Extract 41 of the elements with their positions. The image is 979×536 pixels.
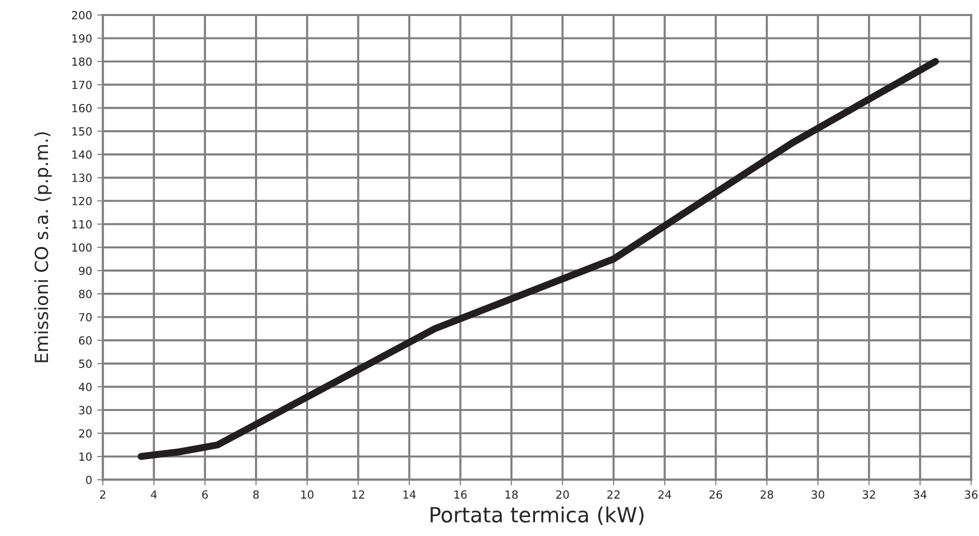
- x-tick-label: 32: [862, 490, 875, 499]
- y-tick-label: 150: [72, 127, 92, 136]
- y-tick-label: 10: [79, 452, 92, 461]
- x-tick-label: 26: [710, 490, 722, 499]
- x-tick-label: 36: [964, 490, 978, 499]
- x-tick-label: 12: [352, 490, 364, 499]
- x-tick-label: 14: [403, 490, 416, 499]
- y-tick-label: 170: [72, 80, 92, 90]
- y-tick-label: 90: [78, 266, 92, 275]
- x-tick-label: 30: [812, 490, 824, 499]
- y-tick-label: 140: [72, 150, 92, 159]
- x-tick-label: 18: [506, 490, 518, 499]
- x-tick-label: 2: [100, 490, 106, 499]
- x-tick-label: 10: [301, 490, 314, 499]
- x-tick-label: 8: [253, 490, 259, 499]
- x-tick-label: 20: [556, 490, 569, 499]
- y-axis-title: Emissioni CO s.a. (p.p.m.): [34, 132, 52, 362]
- y-tick-label: 20: [79, 429, 92, 438]
- x-tick-label: 24: [658, 490, 672, 499]
- y-tick-label: 180: [72, 57, 92, 66]
- y-tick-label: 130: [72, 174, 92, 182]
- y-tick-label: 40: [78, 382, 92, 392]
- y-tick-label: 80: [78, 290, 92, 298]
- y-tick-label: 120: [72, 196, 92, 206]
- y-tick-label: 190: [72, 34, 92, 43]
- y-tick-label: 30: [79, 406, 92, 414]
- y-tick-label: 200: [72, 10, 92, 20]
- y-tick-label: 160: [72, 104, 92, 112]
- x-tick-label: 4: [150, 490, 157, 499]
- x-tick-label: 16: [454, 490, 467, 499]
- x-tick-label: 22: [607, 490, 620, 499]
- y-tick-label: 50: [79, 360, 92, 368]
- y-tick-label: 70: [79, 313, 92, 322]
- x-tick-label: 34: [914, 490, 927, 499]
- x-tick-label: 28: [760, 490, 774, 499]
- y-tick-label: 0: [86, 476, 92, 484]
- y-tick-label: 110: [72, 220, 92, 229]
- y-tick-label: 100: [72, 243, 92, 252]
- x-tick-label: 6: [202, 490, 208, 499]
- x-axis-title: Portata termica (kW): [430, 506, 644, 526]
- y-tick-label: 60: [79, 336, 92, 345]
